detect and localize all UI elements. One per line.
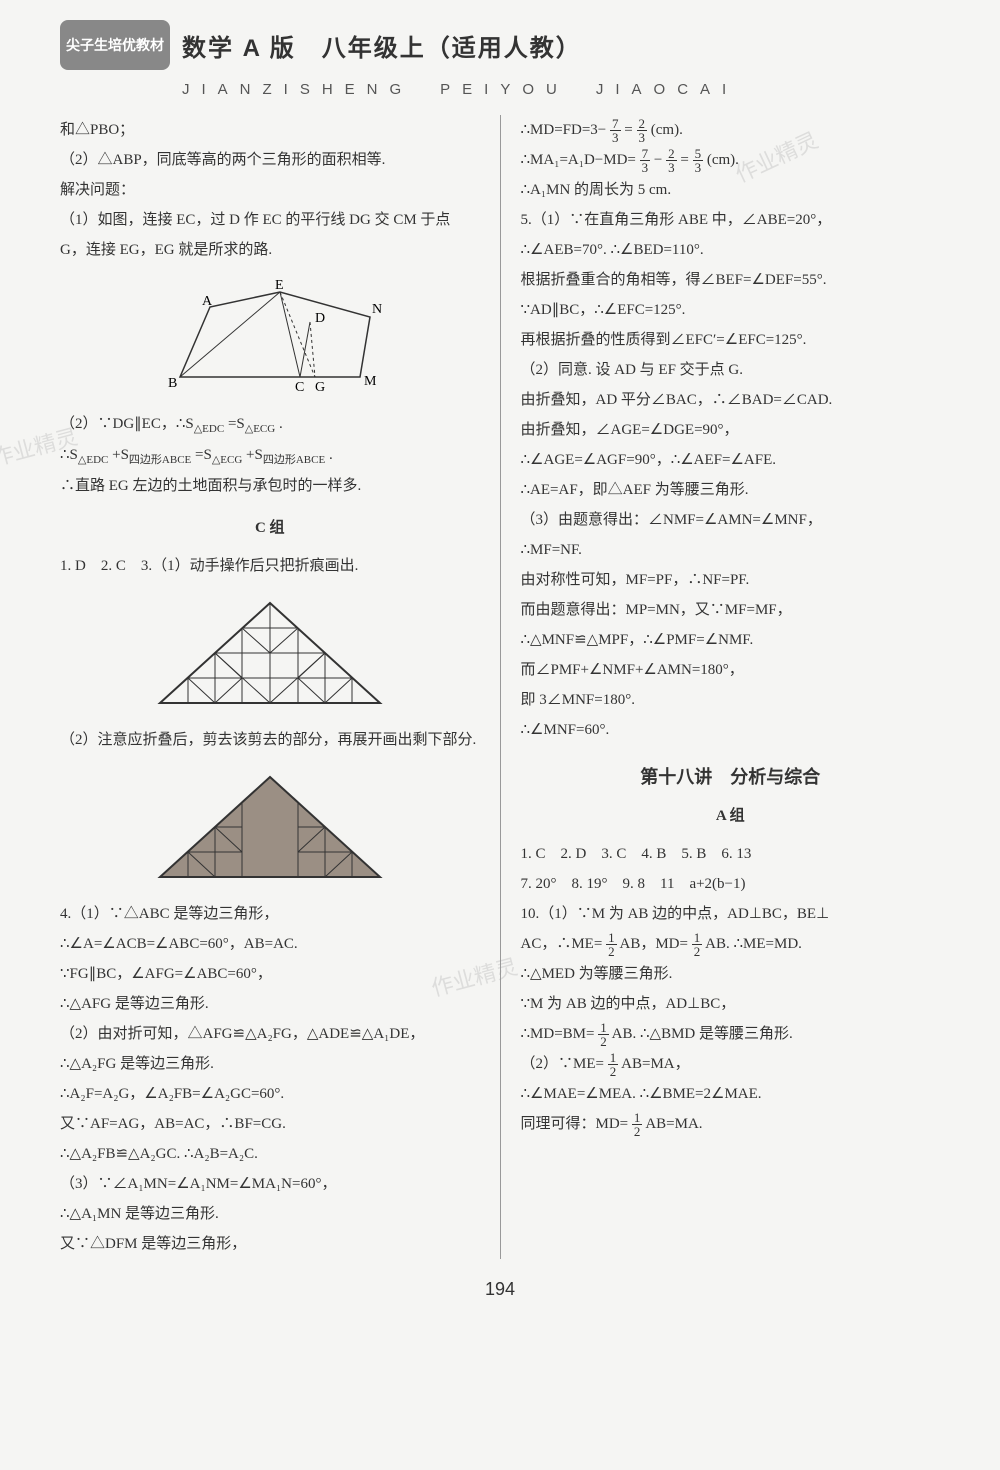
- book-title: 数学 A 版 八年级上（适用人教）: [182, 28, 582, 63]
- text-line: （2）∵ME= 12 AB=MA，: [521, 1049, 941, 1079]
- svg-text:M: M: [364, 374, 377, 389]
- text-line: ∴∠AGE=∠AGF=90°，∴∠AEF=∠AFE.: [521, 445, 941, 475]
- text-line: 10.（1）∵M 为 AB 边的中点，AD⊥BC，BE⊥: [521, 899, 941, 929]
- figure-quadrilateral: A B C D E G M N: [60, 277, 480, 397]
- text-line: ∴MD=FD=3− 73 = 23 (cm).: [521, 115, 941, 145]
- text-line: ∴∠MAE=∠MEA. ∴∠BME=2∠MAE.: [521, 1079, 941, 1109]
- text-line: ∵FG∥BC，∠AFG=∠ABC=60°，: [60, 959, 480, 989]
- svg-text:A: A: [202, 294, 213, 309]
- text-line: 5.（1）∵在直角三角形 ABE 中，∠ABE=20°，: [521, 205, 941, 235]
- text-line: （1）如图，连接 EC，过 D 作 EC 的平行线 DG 交 CM 于点 G，连…: [60, 205, 480, 265]
- right-column: ∴MD=FD=3− 73 = 23 (cm). ∴MA₁=A₁D−MD= 73 …: [521, 115, 941, 1259]
- text-line: （2）注意应折叠后，剪去该剪去的部分，再展开画出剩下部分.: [60, 725, 480, 755]
- group-heading: C 组: [60, 513, 480, 543]
- left-column: 和△PBO； （2）△ABP，同底等高的两个三角形的面积相等. 解决问题： （1…: [60, 115, 480, 1259]
- text-line: 再根据折叠的性质得到∠EFC′=∠EFC=125°.: [521, 325, 941, 355]
- figure-triangle-filled: [60, 767, 480, 887]
- text-line: ∴∠AEB=70°. ∴∠BED=110°.: [521, 235, 941, 265]
- text-line: 由折叠知，∠AGE=∠DGE=90°，: [521, 415, 941, 445]
- text-line: ∴MA₁=A₁D−MD= 73 − 23 = 53 (cm).: [521, 145, 941, 175]
- text-line: ∴A₁MN 的周长为 5 cm.: [521, 175, 941, 205]
- svg-text:C: C: [295, 380, 304, 395]
- text-line: ∴△A₁MN 是等边三角形.: [60, 1199, 480, 1229]
- text-line: （2）同意. 设 AD 与 EF 交于点 G.: [521, 355, 941, 385]
- text-line: 而由题意得出：MP=MN，又∵MF=MF，: [521, 595, 941, 625]
- text-line: ∴∠A=∠ACB=∠ABC=60°，AB=AC.: [60, 929, 480, 959]
- text-line: ∴△AFG 是等边三角形.: [60, 989, 480, 1019]
- text-line: ∴△A₂FG 是等边三角形.: [60, 1049, 480, 1079]
- text-line: AC，∴ME= 12 AB，MD= 12 AB. ∴ME=MD.: [521, 929, 941, 959]
- text-line: 和△PBO；: [60, 115, 480, 145]
- text-line: ∴直路 EG 左边的土地面积与承包时的一样多.: [60, 471, 480, 501]
- svg-text:G: G: [315, 380, 325, 395]
- text-line: 根据折叠重合的角相等，得∠BEF=∠DEF=55°.: [521, 265, 941, 295]
- text-line: ∴△MED 为等腰三角形.: [521, 959, 941, 989]
- svg-text:N: N: [372, 302, 382, 317]
- text-line: 4.（1）∵△ABC 是等边三角形，: [60, 899, 480, 929]
- text-line: （2）∵DG∥EC，∴S△EDC =S△ECG .: [60, 409, 480, 440]
- text-line: 同理可得：MD= 12 AB=MA.: [521, 1109, 941, 1139]
- group-heading: A 组: [521, 801, 941, 831]
- text-line: 由对称性可知，MF=PF，∴NF=PF.: [521, 565, 941, 595]
- text-line: （3）由题意得出：∠NMF=∠AMN=∠MNF，: [521, 505, 941, 535]
- text-line: 又∵△DFM 是等边三角形，: [60, 1229, 480, 1259]
- text-line: 解决问题：: [60, 175, 480, 205]
- text-line: （2）由对折可知，△AFG≌△A₂FG，△ADE≌△A₁DE，: [60, 1019, 480, 1049]
- text-line: ∴MF=NF.: [521, 535, 941, 565]
- text-line: ∴MD=BM= 12 AB. ∴△BMD 是等腰三角形.: [521, 1019, 941, 1049]
- figure-triangle-grid: [60, 593, 480, 713]
- text-line: ∴∠MNF=60°.: [521, 715, 941, 745]
- text-line: ∴S△EDC +S四边形ABCE =S△ECG +S四边形ABCE .: [60, 440, 480, 471]
- svg-text:B: B: [168, 376, 177, 391]
- text-line: 又∵AF=AG，AB=AC，∴BF=CG.: [60, 1109, 480, 1139]
- text-line: ∴△A₂FB≌△A₂GC. ∴A₂B=A₂C.: [60, 1139, 480, 1169]
- text-line: 而∠PMF+∠NMF+∠AMN=180°，: [521, 655, 941, 685]
- logo-badge: 尖子生培优教材: [60, 20, 170, 70]
- column-divider: [500, 115, 501, 1259]
- page-header: 尖子生培优教材 数学 A 版 八年级上（适用人教）: [60, 20, 940, 70]
- text-line: 1. C 2. D 3. C 4. B 5. B 6. 13: [521, 839, 941, 869]
- text-line: 1. D 2. C 3.（1）动手操作后只把折痕画出.: [60, 551, 480, 581]
- text-line: ∴AE=AF，即△AEF 为等腰三角形.: [521, 475, 941, 505]
- text-line: 即 3∠MNF=180°.: [521, 685, 941, 715]
- text-line: ∵AD∥BC，∴∠EFC=125°.: [521, 295, 941, 325]
- text-line: （2）△ABP，同底等高的两个三角形的面积相等.: [60, 145, 480, 175]
- text-line: 7. 20° 8. 19° 9. 8 11 a+2(b−1): [521, 869, 941, 899]
- content-columns: 和△PBO； （2）△ABP，同底等高的两个三角形的面积相等. 解决问题： （1…: [60, 115, 940, 1259]
- svg-text:E: E: [275, 278, 284, 293]
- text-line: 由折叠知，AD 平分∠BAC，∴∠BAD=∠CAD.: [521, 385, 941, 415]
- svg-text:D: D: [315, 311, 325, 326]
- section-title: 第十八讲 分析与综合: [521, 763, 941, 789]
- text-line: ∵M 为 AB 边的中点，AD⊥BC，: [521, 989, 941, 1019]
- page-number: 194: [60, 1279, 940, 1300]
- text-line: ∴A₂F=A₂G，∠A₂FB=∠A₂GC=60°.: [60, 1079, 480, 1109]
- subtitle-pinyin: JIANZISHENG PEIYOU JIAOCAI: [182, 78, 940, 99]
- text-line: ∴△MNF≌△MPF，∴∠PMF=∠NMF.: [521, 625, 941, 655]
- text-line: （3）∵∠A₁MN=∠A₁NM=∠MA₁N=60°，: [60, 1169, 480, 1199]
